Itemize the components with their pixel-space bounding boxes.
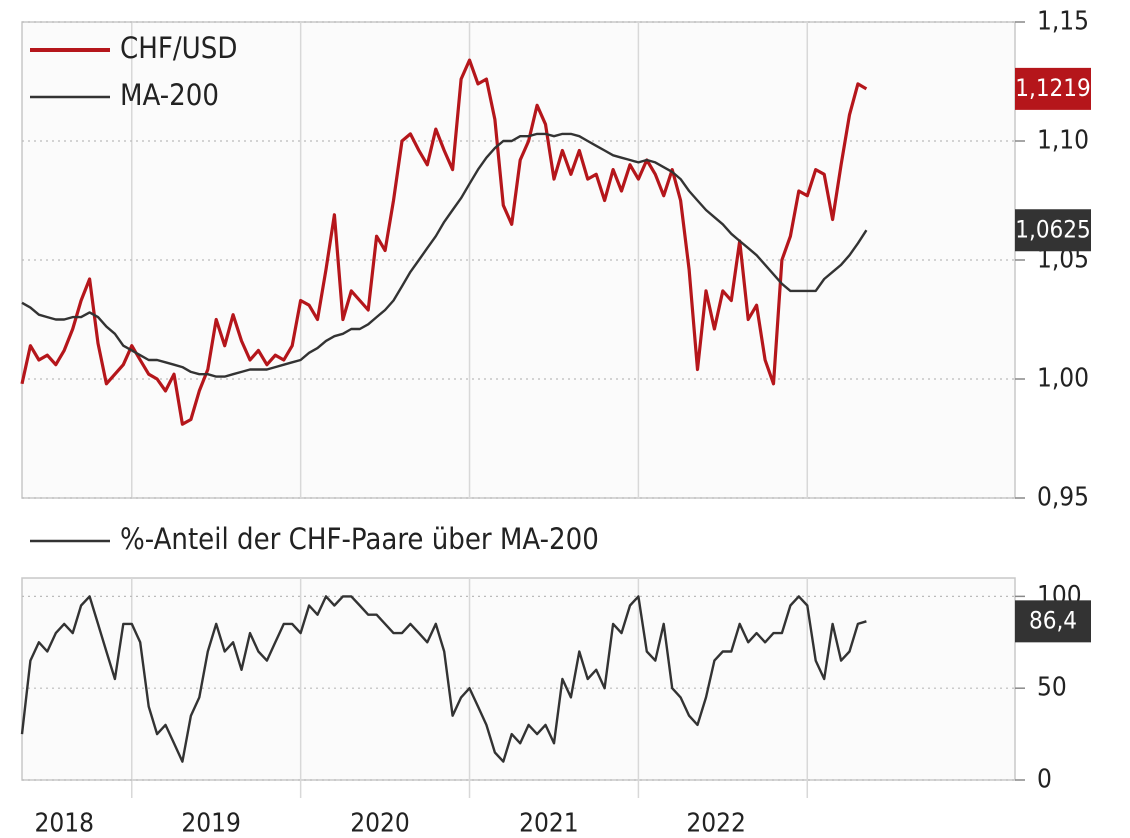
series-line [20,58,868,426]
x-tick-label: 2018 [34,809,94,838]
y-tick-label: 1,10 [1037,126,1089,156]
last-value-label: 86,4 [1029,606,1077,634]
legend-label: MA-200 [120,78,219,112]
legend-label: CHF/USD [120,31,237,65]
y-tick-label: 0 [1037,765,1052,795]
y-tick-label: 0,95 [1037,483,1089,513]
last-value-label: 1,0625 [1015,215,1091,243]
x-tick-label: 2020 [350,809,410,838]
x-tick-label: 2021 [519,809,579,838]
series-line [21,132,868,378]
last-value-badge [1015,600,1091,643]
x-tick-label: 2022 [686,809,746,838]
last-value-label: 1,1219 [1015,74,1091,102]
series-line [20,595,867,763]
last-value-badge [1015,67,1091,110]
plot-area [21,21,1016,499]
y-tick-label: 1,15 [1037,7,1089,37]
plot-area [21,577,1016,781]
x-tick-label: 2019 [181,809,241,838]
legend-label: %-Anteil der CHF-Paare über MA-200 [120,522,599,556]
y-tick-label: 50 [1037,673,1067,703]
y-tick-label: 1,00 [1037,364,1089,394]
last-value-badge [1015,209,1091,252]
